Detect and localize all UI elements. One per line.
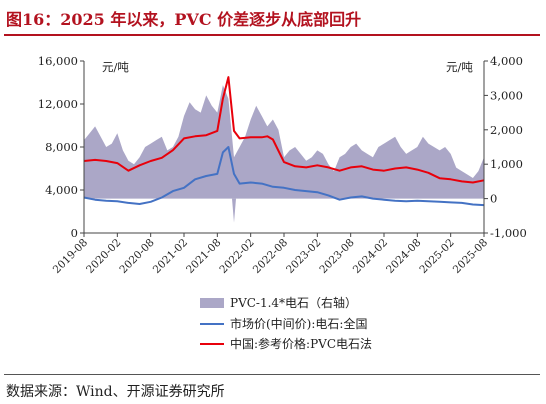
- reference-price-line: [83, 76, 485, 184]
- x-tick-label: 2022-02: [217, 237, 256, 276]
- right-tick-label: 4,000: [490, 54, 523, 68]
- spread-area-dip: [232, 198, 236, 223]
- x-tick-label: 2020-08: [117, 237, 156, 276]
- right-tick-label: -1,000: [490, 226, 527, 240]
- right-unit-label: 元/吨: [446, 60, 473, 74]
- x-tick-label: 2021-08: [184, 237, 223, 276]
- left-tick-label: 0: [71, 226, 78, 240]
- right-tick-label: 2,000: [490, 123, 523, 137]
- x-tick-label: 2019-08: [51, 237, 90, 276]
- plot-area: [83, 76, 485, 223]
- x-tick-label: 2024-08: [384, 237, 423, 276]
- left-tick-label: 12,000: [38, 97, 78, 111]
- legend: PVC-1.4*电石（右轴） 市场价(中间价):电石:全国中国:参考价格:PVC电…: [200, 295, 372, 351]
- left-tick-label: 4,000: [45, 183, 78, 197]
- x-tick-label: 2025-02: [417, 237, 456, 276]
- x-tick-label: 2023-02: [284, 237, 323, 276]
- footer-rule: [4, 374, 540, 375]
- left-tick-label: 16,000: [38, 54, 78, 68]
- x-tick-label: 2022-08: [251, 237, 290, 276]
- legend-label-reference: 中国:参考价格:PVC电石法: [230, 336, 372, 351]
- x-tick-label: 2025-08: [451, 237, 490, 276]
- chart-title: 图16：2025 年以来，PVC 价差逐步从底部回升: [6, 10, 362, 29]
- left-unit-label: 元/吨: [102, 60, 129, 74]
- x-tick-label: 2021-02: [151, 237, 190, 276]
- spread-area: [84, 85, 484, 199]
- x-tick-label: 2020-02: [84, 237, 123, 276]
- left-tick-label: 8,000: [45, 140, 78, 154]
- right-tick-label: 0: [490, 192, 497, 206]
- market-price-line: [83, 146, 485, 207]
- x-tick-label: 2023-08: [317, 237, 356, 276]
- legend-label-market: 市场价(中间价):电石:全国: [230, 316, 367, 331]
- right-tick-label: 1,000: [490, 157, 523, 171]
- title-rule: [4, 34, 540, 36]
- source-note: 数据来源：Wind、开源证券研究所: [6, 384, 225, 400]
- legend-swatch-spread: [200, 298, 224, 308]
- right-tick-label: 3,000: [490, 88, 523, 102]
- x-tick-label: 2024-02: [351, 237, 390, 276]
- legend-label-spread: PVC-1.4*电石（右轴）: [230, 295, 357, 310]
